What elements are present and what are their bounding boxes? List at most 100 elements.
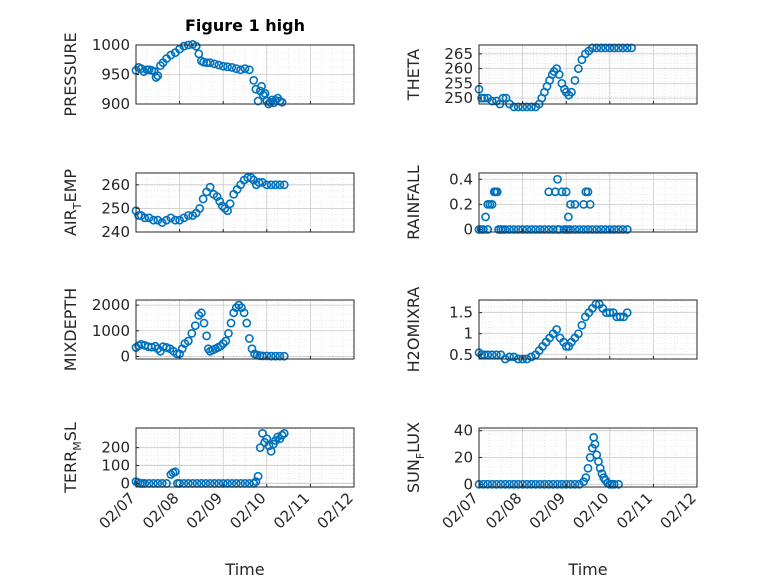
axes-box [478, 44, 698, 105]
data-point [255, 443, 265, 453]
axes-box [135, 299, 355, 360]
data-point [500, 479, 510, 489]
data-point [509, 479, 519, 489]
data-point [162, 215, 171, 225]
data-point [513, 479, 523, 489]
subplot-rainfall: 0 0.2 0.4 RAINFALL [404, 165, 698, 240]
data-point [505, 479, 514, 489]
data-point [216, 341, 225, 351]
data-point [526, 352, 536, 362]
data-point [622, 308, 632, 318]
data-point [509, 225, 519, 234]
data-point [596, 43, 606, 53]
data-point [614, 225, 623, 234]
data-point [622, 225, 632, 234]
data-point [513, 225, 523, 234]
y-axis-label: TERRMSL [61, 422, 84, 494]
data-point [500, 225, 510, 234]
data-point [609, 225, 619, 234]
y-axis-label: THETA [404, 49, 423, 101]
data-point [153, 71, 163, 81]
data-point [194, 310, 204, 320]
subplot-pressure: 900 950 1000 PRESSURE [61, 32, 355, 117]
data-point [591, 299, 601, 309]
data-point [581, 473, 591, 483]
data-point [231, 303, 241, 313]
data-point [279, 428, 289, 438]
data-point [596, 225, 606, 234]
data-point [601, 225, 610, 234]
data-point [244, 65, 254, 75]
data-point [183, 211, 193, 220]
data-point [561, 479, 571, 489]
data-point [526, 225, 536, 234]
data-point [151, 73, 161, 82]
data-point [570, 225, 580, 234]
data-point [266, 180, 276, 190]
data-point [566, 225, 575, 234]
data-point [191, 41, 201, 51]
y-axis-label: SUNFLUX [404, 422, 427, 493]
data-point [260, 88, 270, 98]
data-point [166, 50, 176, 60]
x-tick-label: 02/12 [657, 489, 700, 532]
data-point [234, 300, 244, 310]
y-axis-label: PRESSURE [61, 32, 80, 116]
data-point [254, 178, 264, 187]
x-tick-label: 02/08 [139, 489, 182, 532]
data-point [212, 192, 222, 201]
data-point [275, 351, 285, 361]
data-point [215, 196, 225, 206]
data-series [474, 299, 632, 364]
data-point [275, 180, 285, 190]
y-axis-label: MIXDEPTH [61, 288, 80, 371]
data-point [199, 318, 209, 328]
data-point [226, 318, 236, 328]
y-tick-label: 265 [444, 45, 473, 63]
data-point [196, 308, 206, 318]
x-tick-label: 02/10 [226, 489, 269, 532]
data-point [566, 479, 575, 489]
data-point [262, 180, 272, 190]
data-point [273, 432, 283, 442]
data-point [166, 213, 176, 223]
x-tick-label: 02/09 [183, 489, 226, 532]
data-point [140, 213, 150, 223]
data-series [131, 173, 289, 227]
data-point [577, 320, 587, 330]
data-point [554, 70, 564, 79]
data-series [474, 174, 632, 234]
data-point [605, 43, 615, 53]
data-point [531, 479, 541, 489]
y-tick-label: 0 [463, 475, 473, 493]
data-point [258, 428, 267, 438]
data-point [253, 96, 263, 106]
data-point [477, 350, 487, 360]
data-point [522, 479, 532, 489]
data-point [567, 87, 576, 97]
data-point [242, 318, 252, 328]
data-point [223, 62, 232, 72]
data-point [264, 441, 274, 451]
data-point [253, 471, 263, 481]
data-point [535, 479, 545, 489]
data-point [618, 43, 628, 53]
axes-box [478, 172, 698, 233]
data-point [505, 352, 514, 362]
data-point [540, 225, 549, 234]
data-point [585, 199, 595, 209]
axes-box [135, 427, 355, 488]
data-point [518, 479, 527, 489]
data-point [581, 187, 591, 197]
data-point [615, 312, 625, 322]
data-point [481, 212, 490, 222]
data-point [483, 225, 493, 234]
y-tick-label: 0 [120, 474, 130, 492]
y-tick-label: 40 [454, 422, 473, 440]
y-tick-label: 1 [463, 325, 473, 343]
data-point [210, 59, 219, 69]
y-tick-label: 260 [444, 60, 473, 78]
